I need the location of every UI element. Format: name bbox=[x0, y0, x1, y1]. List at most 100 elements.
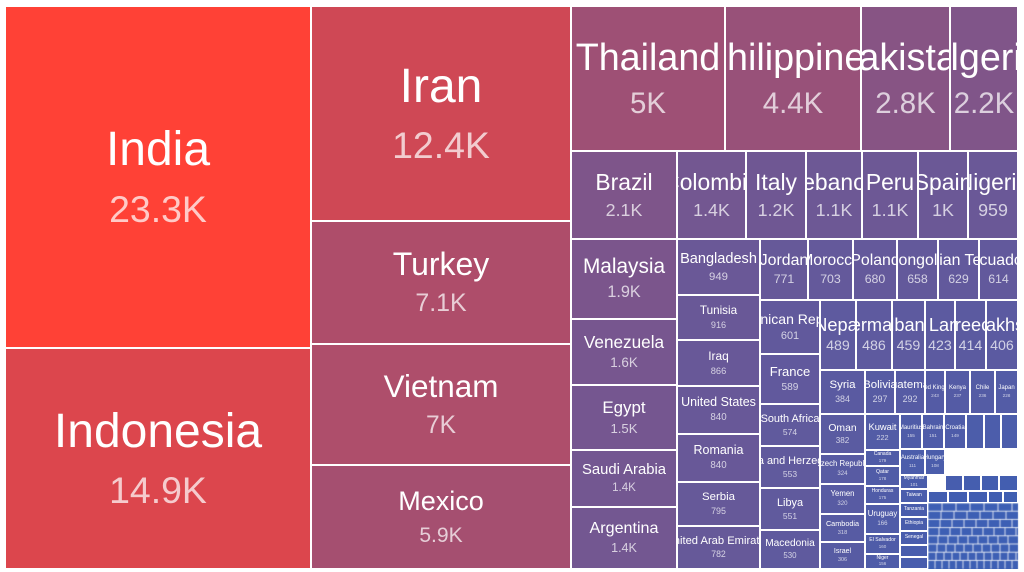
treemap-tile-uruguay[interactable]: Uruguay 166 bbox=[865, 504, 900, 534]
treemap-tile-qatar[interactable]: Qatar 178 bbox=[865, 466, 900, 486]
treemap-tile-vietnam[interactable]: Vietnam 7K bbox=[311, 344, 571, 465]
treemap-tile-yemen[interactable]: Yemen 320 bbox=[820, 484, 865, 514]
treemap-tile-algeria[interactable]: Algeria 2.2K bbox=[950, 6, 1018, 151]
treemap-tile-mexico[interactable]: Mexico 5.9K bbox=[311, 465, 571, 569]
treemap-tile-iraq[interactable]: Iraq 866 bbox=[677, 340, 760, 386]
treemap-tile-bahrain[interactable]: Bahrain 151 bbox=[922, 414, 944, 449]
treemap-tile-libya[interactable]: Libya 551 bbox=[760, 488, 820, 530]
treemap-tile-sweden[interactable] bbox=[928, 491, 948, 503]
treemap-tile-sudan[interactable] bbox=[948, 491, 968, 503]
treemap-tile-kuwait[interactable]: Kuwait 222 bbox=[865, 414, 900, 450]
treemap-tile-singapore[interactable] bbox=[900, 557, 928, 569]
treemap-tile-albania[interactable]: Albania 459 bbox=[892, 300, 925, 370]
tile-label: Argentina bbox=[589, 519, 659, 538]
tile-label: Honduras bbox=[871, 488, 894, 495]
treemap-tile-indonesia[interactable]: Indonesia 14.9K bbox=[5, 348, 311, 569]
treemap-tile-mongolia[interactable]: Mongolia 658 bbox=[897, 239, 938, 300]
treemap-tile-syria[interactable]: Syria 384 bbox=[820, 370, 865, 414]
treemap-tile-portugal[interactable] bbox=[945, 475, 963, 491]
treemap-tile-india[interactable]: India 23.3K bbox=[5, 6, 311, 348]
treemap-tile-bosnia-and-herzegovina[interactable]: Bosnia and Herzegovina553 bbox=[760, 446, 820, 488]
treemap-tile-venezuela[interactable]: Venezuela 1.6K bbox=[571, 319, 677, 385]
treemap-tile-greece[interactable]: Greece 414 bbox=[955, 300, 986, 370]
treemap-tile-hungary[interactable]: Hungary108 bbox=[925, 449, 945, 475]
treemap-tile-poland[interactable]: Poland 680 bbox=[853, 239, 897, 300]
treemap-tile-pakistan[interactable]: Pakistan 2.8K bbox=[861, 6, 950, 151]
treemap-tile-panama[interactable] bbox=[988, 491, 1003, 503]
treemap-tile-palestinian-territories[interactable]: Palestinian Territories 629 bbox=[938, 239, 979, 300]
tile-label: Japan bbox=[998, 385, 1015, 392]
tile-label: Chile bbox=[975, 385, 990, 392]
treemap-tile-jordan[interactable]: Jordan 771 bbox=[760, 239, 808, 300]
treemap-tile-dominican-republic[interactable]: Dominican Republic 601 bbox=[760, 300, 820, 354]
treemap-tile-netherlands[interactable] bbox=[968, 491, 988, 503]
treemap-tile-romania[interactable]: Romania 840 bbox=[677, 434, 760, 482]
treemap-tile-kenya[interactable]: Kenya 237 bbox=[945, 370, 970, 414]
treemap-tile-france[interactable]: France 589 bbox=[760, 354, 820, 404]
treemap-tile-united-states[interactable]: United States 840 bbox=[677, 386, 760, 434]
treemap-tile-ethiopia[interactable]: Ethiopia bbox=[900, 517, 928, 531]
treemap-tile-uganda[interactable] bbox=[1003, 491, 1018, 503]
treemap-tile-nigeria[interactable]: Nigeria 959 bbox=[968, 151, 1018, 239]
treemap-tile-egypt[interactable]: Egypt 1.5K bbox=[571, 385, 677, 450]
treemap-tile-laos[interactable] bbox=[984, 414, 1001, 449]
treemap-tile-australia[interactable]: Australia 111 bbox=[900, 449, 925, 475]
treemap-tile-italy[interactable]: Italy 1.2K bbox=[746, 151, 806, 239]
treemap-tile-canada[interactable]: Canada 179 bbox=[865, 450, 900, 466]
treemap-tile-iran[interactable]: Iran 12.4K bbox=[311, 6, 571, 221]
treemap-tile-oman[interactable]: Oman 382 bbox=[820, 414, 865, 454]
treemap-tile-sri-lanka[interactable]: Sri Lanka 423 bbox=[925, 300, 955, 370]
treemap-tile-honduras[interactable]: Honduras 175 bbox=[865, 486, 900, 504]
treemap-tile-argentina[interactable]: Argentina 1.4K bbox=[571, 507, 677, 569]
treemap-tile-croatia[interactable]: Croatia 149 bbox=[944, 414, 966, 449]
treemap-tile-peru[interactable]: Peru 1.1K bbox=[862, 151, 918, 239]
treemap-tile-turkey[interactable]: Turkey 7.1K bbox=[311, 221, 571, 344]
tile-label: Palestinian Territories bbox=[939, 252, 978, 269]
treemap-tile-kazakhstan[interactable]: Kazakhstan 406 bbox=[986, 300, 1018, 370]
treemap-tile-china[interactable] bbox=[900, 545, 928, 557]
treemap-tile-spain[interactable]: Spain 1K bbox=[918, 151, 968, 239]
treemap-tile-south-africa[interactable]: South Africa 574 bbox=[760, 404, 820, 446]
treemap-tile-ghana[interactable] bbox=[966, 414, 984, 449]
treemap-tile-senegal[interactable]: Senegal bbox=[900, 531, 928, 545]
treemap-tile-bolivia[interactable]: Bolivia297 bbox=[865, 370, 895, 414]
tile-label: Germany bbox=[857, 314, 892, 335]
treemap-tile-saudi-arabia[interactable]: Saudi Arabia 1.4K bbox=[571, 450, 677, 507]
treemap-tile-mauritius[interactable]: Mauritius 155 bbox=[900, 414, 922, 449]
treemap-tile-macedonia[interactable]: Macedonia 530 bbox=[760, 530, 820, 569]
treemap-tile-malaysia[interactable]: Malaysia 1.9K bbox=[571, 239, 677, 319]
treemap-tile-thailand[interactable]: Thailand 5K bbox=[571, 6, 725, 151]
treemap-tile-chile[interactable]: Chile 236 bbox=[970, 370, 995, 414]
treemap-tile-czech-republic[interactable]: Czech Republic324 bbox=[820, 454, 865, 484]
treemap-tile-israel[interactable]: Israel 306 bbox=[820, 542, 865, 569]
treemap-tile-niger[interactable]: Niger 156 bbox=[865, 554, 900, 569]
treemap-tile-ecuador[interactable]: Ecuador 614 bbox=[979, 239, 1018, 300]
tile-label: Ecuador bbox=[979, 252, 1017, 269]
treemap-tile-austria[interactable] bbox=[1001, 414, 1018, 449]
treemap-tile-tanzania[interactable]: Tanzania bbox=[900, 503, 928, 517]
tile-label: Spain bbox=[919, 168, 967, 195]
treemap-tile-nepal[interactable]: Nepal 489 bbox=[820, 300, 856, 370]
treemap-tile-japan[interactable]: Japan 228 bbox=[995, 370, 1018, 414]
treemap-tile-colombia[interactable]: Colombia 1.4K bbox=[677, 151, 746, 239]
treemap-tile-guatemala[interactable]: Guatemala292 bbox=[895, 370, 925, 414]
treemap-tile-cambodia[interactable]: Cambodia 318 bbox=[820, 514, 865, 542]
treemap-tile-serbia[interactable]: Serbia 795 bbox=[677, 482, 760, 526]
treemap-tile-united-kingdom[interactable]: United Kingdom243 bbox=[925, 370, 945, 414]
treemap-tile-myanmar[interactable]: Myanmar 101 bbox=[900, 475, 928, 489]
treemap-tile-morocco[interactable]: Morocco 703 bbox=[808, 239, 853, 300]
treemap-tile-brazil[interactable]: Brazil 2.1K bbox=[571, 151, 677, 239]
treemap-tile-united-arab-emirates[interactable]: United Arab Emirates782 bbox=[677, 526, 760, 569]
treemap-tile-lebanon[interactable]: Lebanon 1.1K bbox=[806, 151, 862, 239]
treemap-tile-tunisia[interactable]: Tunisia 916 bbox=[677, 295, 760, 340]
treemap-tile-taiwan[interactable]: Taiwan bbox=[900, 489, 928, 503]
treemap-tile-el-salvador[interactable]: El Salvador 160 bbox=[865, 534, 900, 554]
treemap-tile-brunei[interactable] bbox=[963, 475, 981, 491]
treemap-tile-kosovo[interactable] bbox=[999, 475, 1018, 491]
treemap-tile-germany[interactable]: Germany 486 bbox=[856, 300, 892, 370]
tile-value: 179 bbox=[878, 457, 887, 463]
treemap-tile-philippines[interactable]: Philippines 4.4K bbox=[725, 6, 861, 151]
treemap-tile-cuba[interactable] bbox=[981, 475, 999, 491]
tile-value: 551 bbox=[782, 510, 798, 521]
treemap-tile-bangladesh[interactable]: Bangladesh 949 bbox=[677, 239, 760, 295]
